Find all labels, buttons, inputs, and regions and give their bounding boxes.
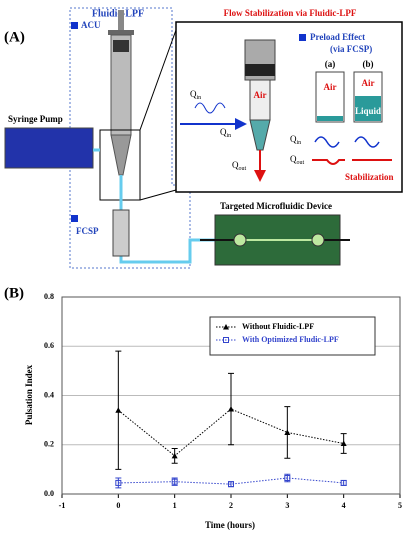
- wave: [312, 159, 392, 165]
- legend-marker: [223, 337, 229, 343]
- preload-sub: (via FCSP): [330, 44, 372, 54]
- q-sub: in: [197, 95, 202, 101]
- tubing: [93, 148, 215, 264]
- point: [171, 478, 178, 485]
- y-tick-label: 0.8: [44, 292, 54, 301]
- fcsp-icon: [71, 215, 78, 222]
- liquid-label: Liquid: [355, 106, 381, 116]
- panel-label: (A): [4, 29, 25, 45]
- x-tick-label: 0: [116, 501, 120, 510]
- point: [228, 406, 234, 412]
- port: [233, 233, 247, 247]
- liquid: [355, 96, 381, 121]
- legend-label: Without Fluidic-LPF: [242, 322, 314, 331]
- q-in-label: Qin: [290, 134, 301, 146]
- x-tick-label: -1: [59, 501, 66, 510]
- case-label: (b): [363, 59, 374, 69]
- y-tick-label: 0.4: [44, 390, 54, 399]
- air-label: Air: [254, 90, 267, 100]
- q: Q: [290, 154, 297, 164]
- q-out-label: Qout: [290, 154, 305, 166]
- point: [115, 407, 122, 413]
- acu-label: ACU: [81, 20, 101, 30]
- legend-box: [209, 316, 376, 356]
- q-sub: out: [239, 166, 247, 172]
- fcsp-label: FCSP: [76, 226, 99, 236]
- legend-label: With Optimized Fludic-LPF: [242, 335, 339, 344]
- q-sub: in: [227, 133, 232, 139]
- plot-frame: [61, 296, 401, 495]
- point: [284, 474, 291, 481]
- x-axis-title: Time (hours): [205, 520, 255, 530]
- panel-b: (B) Time (hours) Pulsation Index: [4, 285, 255, 530]
- point: [171, 452, 178, 459]
- point: [228, 481, 234, 488]
- point: [340, 479, 347, 486]
- syringe-pump: [4, 127, 94, 169]
- legend-marker: [223, 324, 229, 330]
- syringe: [108, 10, 134, 176]
- y-axis-title: Pulsation Index: [24, 364, 34, 425]
- y-tick-label: 0.6: [44, 341, 54, 350]
- pump-label: Syringe Pump: [8, 114, 63, 124]
- q: Q: [232, 160, 239, 170]
- zoom-line: [139, 29, 177, 131]
- panel-label: (B): [4, 285, 24, 301]
- q-out-label: Qout: [232, 160, 247, 172]
- x-tick-label: 5: [398, 501, 402, 510]
- q: Q: [290, 134, 297, 144]
- y-tick-label: 0.0: [44, 489, 54, 498]
- zoom-tip: [249, 119, 271, 151]
- zoom-plunger: [245, 64, 275, 76]
- case-label: (a): [325, 59, 336, 69]
- wave: [314, 136, 380, 148]
- preload-icon: [299, 34, 306, 41]
- zoom-title: Flow Stabilization via Fluidic-LPF: [224, 8, 357, 18]
- q-in-label: Qin: [190, 89, 201, 101]
- q: Q: [190, 89, 197, 99]
- stabilization-label: Stabilization: [345, 172, 394, 182]
- zoom-line: [139, 189, 177, 201]
- wave: [194, 102, 226, 114]
- series-line: [118, 408, 344, 457]
- point: [115, 479, 122, 486]
- y-tick-label: 0.2: [44, 440, 54, 449]
- error-bar: [115, 477, 122, 489]
- port: [311, 233, 325, 247]
- q-sub: out: [297, 160, 305, 166]
- beaker: [315, 71, 345, 123]
- x-tick-label: 3: [285, 501, 289, 510]
- fcsp-chip: [112, 209, 130, 257]
- acu-icon: [71, 22, 78, 29]
- q-in-label: Qin: [220, 127, 231, 139]
- x-tick-label: 4: [342, 501, 346, 510]
- q: Q: [220, 127, 227, 137]
- panel-a: (A) Fluidic-LPF ACU Syringe Pump FCSP Fl…: [4, 7, 403, 269]
- preload-label: Preload Effect: [310, 32, 365, 42]
- x-tick-label: 1: [173, 501, 177, 510]
- air-label: Air: [362, 78, 375, 88]
- point: [284, 429, 291, 435]
- device-label: Targeted Microfluidic Device: [220, 201, 332, 211]
- q-sub: in: [297, 140, 302, 146]
- x-tick-label: 2: [229, 501, 233, 510]
- liquid: [317, 116, 343, 121]
- air-label: Air: [324, 82, 337, 92]
- point: [340, 440, 347, 447]
